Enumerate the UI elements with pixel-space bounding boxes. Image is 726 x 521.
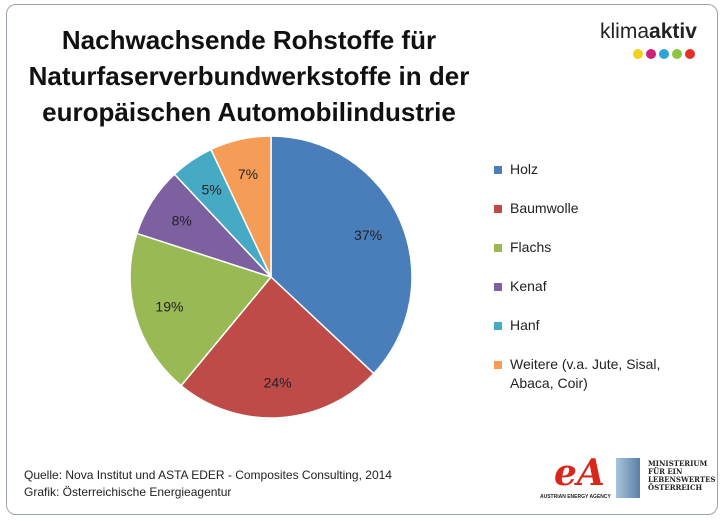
pie-slice-weitere bbox=[209, 135, 272, 278]
source-line-2: Grafik: Österreichische Energieagentur bbox=[24, 485, 232, 499]
ministry-logo-text: MINISTERIUM FÜR EIN LEBENSWERTES ÖSTERRE… bbox=[648, 460, 715, 492]
legend-label: Baumwolle bbox=[510, 200, 579, 216]
chart-title: Nachwachsende Rohstoffe für Naturfaserve… bbox=[14, 22, 484, 130]
ministry-line-2: FÜR EIN bbox=[648, 467, 683, 476]
ministry-emblem-icon bbox=[616, 458, 640, 498]
legend-label: Kenaf bbox=[510, 278, 547, 294]
ministry-line-3: LEBENSWERTES bbox=[648, 475, 716, 484]
brand-dot-4 bbox=[672, 49, 682, 59]
pie-label-hanf: 5% bbox=[201, 182, 221, 198]
chart-title-line-2: Naturfaserverbundwerkstoffe in der bbox=[28, 61, 470, 91]
pie-slice-baumwolle bbox=[180, 275, 375, 419]
pie-label-weitere: 7% bbox=[238, 166, 258, 182]
pie-slice-flachs bbox=[129, 232, 273, 387]
legend-label: Flachs bbox=[510, 239, 552, 255]
brand-suffix: aktiv bbox=[649, 20, 697, 43]
legend-swatch bbox=[494, 283, 502, 291]
legend-swatch bbox=[494, 361, 502, 369]
legend-label: Holz bbox=[510, 161, 539, 177]
legend-swatch bbox=[494, 322, 502, 330]
pie-label-baumwolle: 24% bbox=[264, 375, 292, 391]
source-line-1: Quelle: Nova Institut und ASTA EDER - Co… bbox=[24, 468, 392, 482]
pie-label-kenaf: 8% bbox=[172, 212, 192, 228]
ea-mark-icon: eA bbox=[554, 452, 605, 494]
brand-dot-2 bbox=[646, 49, 656, 59]
legend-swatch bbox=[494, 166, 502, 174]
legend-swatch bbox=[494, 244, 502, 252]
ministry-line-1: MINISTERIUM bbox=[648, 459, 708, 468]
legend-swatch bbox=[494, 205, 502, 213]
aea-logo-text: AUSTRIAN ENERGY AGENCY bbox=[540, 494, 611, 500]
source-note: Quelle: Nova Institut und ASTA EDER - Co… bbox=[24, 467, 392, 501]
pie-slice-holz bbox=[270, 135, 413, 375]
brand-dot-3 bbox=[659, 49, 669, 59]
brand-prefix: klima bbox=[600, 20, 650, 43]
klimaaktiv-logo: klimaaktiv bbox=[600, 20, 697, 44]
legend-label: Hanf bbox=[510, 317, 540, 333]
chart-title-line-3: europäischen Automobilindustrie bbox=[42, 97, 456, 127]
ministry-line-4: ÖSTERREICH bbox=[648, 483, 703, 492]
chart-title-line-1: Nachwachsende Rohstoffe für bbox=[61, 25, 437, 55]
brand-dot-1 bbox=[633, 49, 643, 59]
brand-dots bbox=[633, 46, 698, 64]
pie-label-flachs: 19% bbox=[155, 299, 183, 315]
austrian-energy-agency-logo: eA AUSTRIAN ENERGY AGENCY bbox=[540, 452, 611, 504]
ministry-logo: MINISTERIUM FÜR EIN LEBENSWERTES ÖSTERRE… bbox=[616, 456, 716, 504]
legend-label: Weitere (v.a. Jute, Sisal, Abaca, Coir) bbox=[510, 356, 661, 391]
pie-label-holz: 37% bbox=[354, 227, 382, 243]
brand-dot-5 bbox=[685, 49, 695, 59]
